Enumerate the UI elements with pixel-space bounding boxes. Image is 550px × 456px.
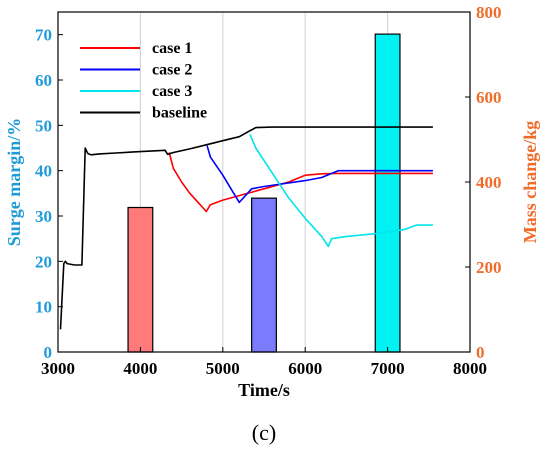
line-layer [59,126,433,330]
series-line-case-2 [206,145,433,204]
left-tick-label: 10 [35,298,52,317]
series-line-case-3 [249,134,433,248]
legend-label-baseline: baseline [152,105,207,122]
mass-bar-1 [127,206,154,353]
legend-label-case-1: case 1 [152,40,192,57]
right-axis-title: Mass change/kg [520,121,540,244]
panel-label: (c) [252,420,276,445]
x-tick-label: 7000 [371,359,405,378]
x-tick-label: 5000 [206,359,240,378]
left-tick-label: 40 [35,162,52,181]
right-tick-label: 400 [476,173,502,192]
left-tick-label: 50 [35,116,52,135]
left-tick-label: 20 [35,252,52,271]
legend-label-case-2: case 2 [152,62,192,79]
left-tick-label: 70 [35,26,52,45]
x-tick-label: 4000 [123,359,157,378]
legend: case 1 case 2 case 3 baseline [80,40,207,122]
x-tick-label: 6000 [288,359,322,378]
x-axis-title: Time/s [238,380,290,400]
series-line-baseline [59,126,433,330]
right-tick-label: 600 [476,88,502,107]
left-tick-label: 0 [44,343,53,362]
right-tick-label: 200 [476,258,502,277]
right-tick-label: 0 [476,343,485,362]
x-tick-label: 3000 [41,359,75,378]
x-tick-label: 8000 [453,359,487,378]
left-tick-label: 60 [35,71,52,90]
axis-layer: 3000 4000 5000 6000 7000 80000102030405060700… [35,3,502,378]
mass-bar-2 [251,197,277,353]
left-tick-label: 30 [35,207,52,226]
mass-bar-3 [374,33,401,353]
legend-label-case-3: case 3 [152,83,192,100]
left-axis-title: Surge margin/% [4,118,24,247]
right-tick-label: 800 [476,3,502,22]
